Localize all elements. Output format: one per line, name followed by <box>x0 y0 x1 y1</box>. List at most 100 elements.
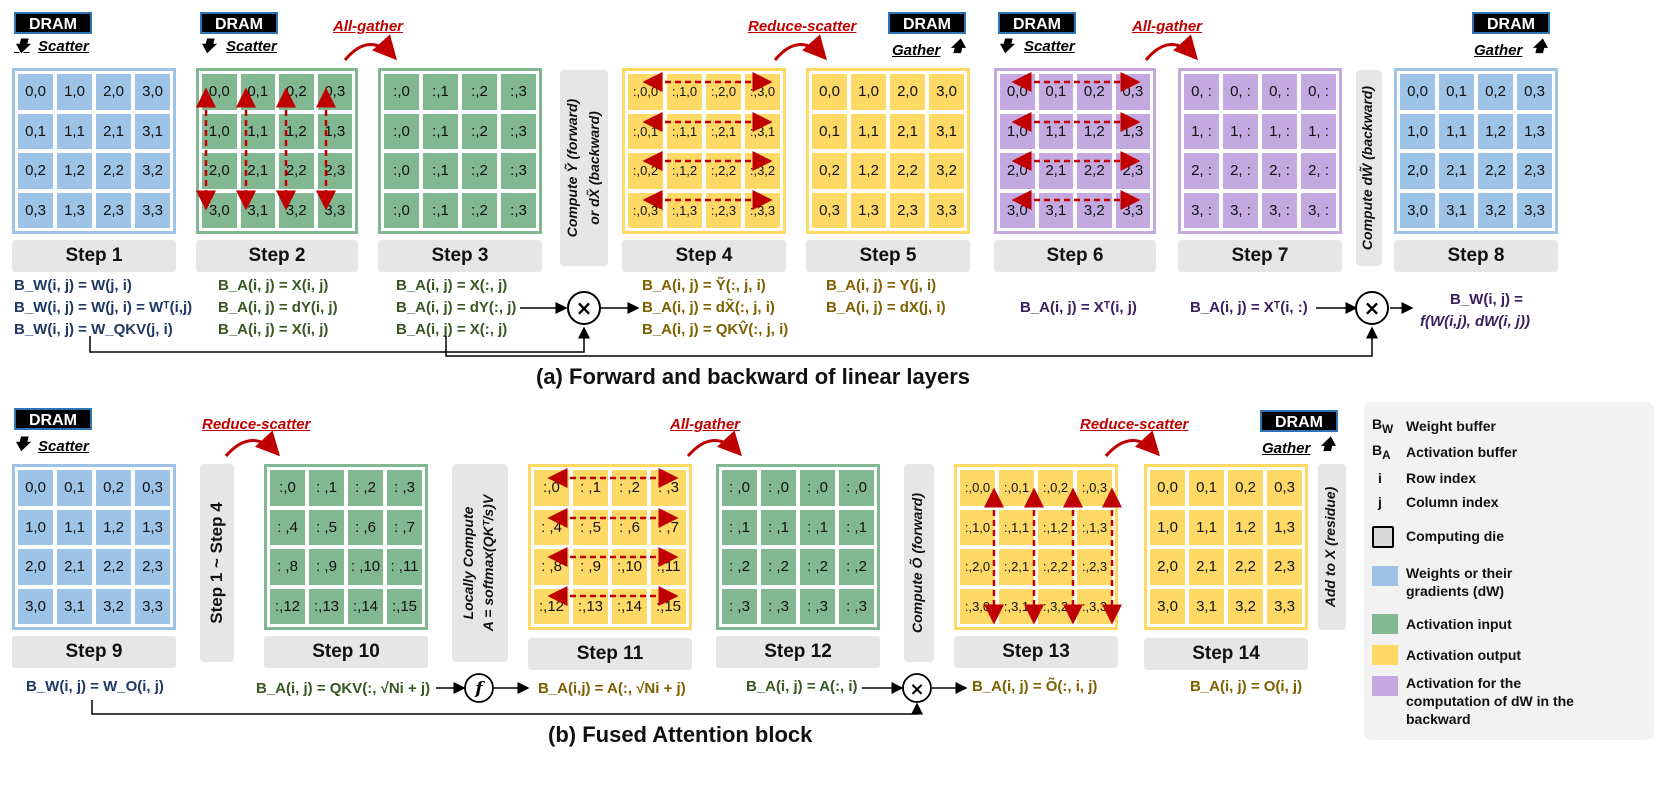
all-gather-label: All-gather <box>1132 18 1203 35</box>
grid-cell: 1,1 <box>851 113 886 149</box>
caption-b: (b) Fused Attention block <box>548 722 813 747</box>
grid-cell: : ,6 <box>348 509 383 545</box>
grid-cell: 2,0 <box>1150 549 1185 585</box>
curved-arrow-icon <box>1144 34 1198 61</box>
legend-swatch-activation-dw <box>1372 676 1398 696</box>
grid-cell: 0,2 <box>1228 470 1263 506</box>
grid-cell: : ,3 <box>722 588 757 624</box>
grid-cell: : ,2 <box>348 470 383 506</box>
grid-cell: 2,3 <box>135 549 170 585</box>
grid-cell: : ,1 <box>839 509 874 545</box>
times-symbol: × <box>1364 296 1381 320</box>
grid-cell: 1,2 <box>57 153 92 189</box>
grid-cell: 0, : <box>1223 74 1258 110</box>
grid-cell: 1,1 <box>57 113 92 149</box>
multiply-operator-icon <box>567 291 601 325</box>
grid-cell: :,2 <box>462 113 497 149</box>
eq-step7: B_A(i, j) = Xᵀ(i, :) <box>1190 299 1308 316</box>
grid-cell: 1, : <box>1223 113 1258 149</box>
curved-arrow-icon <box>686 430 743 457</box>
grid-cell: 1,3 <box>1517 113 1552 149</box>
grid-cell: : ,1 <box>722 509 757 545</box>
grid-cell: 0,1 <box>812 113 847 149</box>
grid-cell: 3,2 <box>1478 192 1513 228</box>
grid-cell: 2,0 <box>1400 153 1435 189</box>
grid-cell: 0,0 <box>18 74 53 110</box>
grid-cell: : ,10 <box>348 549 383 585</box>
step-label-10: Step 10 <box>264 636 428 668</box>
grid-cell: 0, : <box>1262 74 1297 110</box>
grid-cell: 1,1 <box>1189 509 1224 545</box>
grid-cell: 0,2 <box>96 470 131 506</box>
dram-label: DRAM <box>14 12 92 34</box>
legend-sym-i: i <box>1378 470 1382 486</box>
grid-cell: :,13 <box>309 588 344 624</box>
grid-cell: 1,2 <box>96 509 131 545</box>
grid-cell: 2,1 <box>1439 153 1474 189</box>
legend-sym-bw: BW <box>1372 416 1394 436</box>
grid-cell: 0,1 <box>57 470 92 506</box>
grid-cell: : ,0 <box>722 470 757 506</box>
multiply-operator-icon <box>902 673 932 703</box>
grid-cell: : ,3 <box>761 588 796 624</box>
grid-cell: 0,2 <box>812 153 847 189</box>
grid-cell: 2,2 <box>1478 153 1513 189</box>
function-operator-icon <box>464 673 494 703</box>
step-label-12: Step 12 <box>716 636 880 668</box>
multiply-operator-icon <box>1355 291 1389 325</box>
step-label-8: Step 8 <box>1394 240 1558 272</box>
grid-cell: :,12 <box>270 588 305 624</box>
times-symbol: × <box>909 679 924 700</box>
grid-cell: 1,3 <box>135 509 170 545</box>
grid-cell: 0,2 <box>1478 74 1513 110</box>
grid-cell: 2,0 <box>96 74 131 110</box>
grid-cell: 3,3 <box>135 588 170 624</box>
grid-cell: 0,3 <box>135 470 170 506</box>
grid-cell: 2,2 <box>96 549 131 585</box>
grid-cell: 2,3 <box>96 192 131 228</box>
grid-cell: : ,3 <box>800 588 835 624</box>
grid-step-3: :,0:,1:,2:,3:,0:,1:,2:,3:,0:,1:,2:,3:,0:… <box>378 68 542 234</box>
grid-cell: : ,0 <box>839 470 874 506</box>
grid-step-9: 0,0 0,1 0,2 0,3 1,0 1,1 1,2 1,3 2,0 2,1 2,2 2,3 3,0 3… <box>12 464 176 630</box>
grid-cell: 1,0 <box>1150 509 1185 545</box>
step-label-14: Step 14 <box>1144 638 1308 670</box>
grid-cell: 0,1 <box>1439 74 1474 110</box>
grid-cell: : ,2 <box>722 549 757 585</box>
curved-arrow-icon <box>224 430 281 457</box>
grid-cell: 0,0 <box>1150 470 1185 506</box>
eq-step8-a: B_W(i, j) = <box>1450 291 1523 308</box>
grid-cell: :,0 <box>384 153 419 189</box>
grid-cell: 3,3 <box>1267 588 1302 624</box>
grid-step-12: : ,0: ,0: ,0: ,0: ,1: ,1: ,1: ,1: ,2: ,2… <box>716 464 880 630</box>
eq-step10: B_A(i, j) = QKV(:, √Ni + j) <box>256 680 431 697</box>
grid-cell: 2,3 <box>1517 153 1552 189</box>
grid-cell: 2,2 <box>1228 549 1263 585</box>
grid-cell: :,3 <box>501 153 536 189</box>
scatter-arrow-icon: 🡇 <box>998 38 1014 55</box>
eq-step2-c: B_A(i, j) = X(i, j) <box>218 321 329 338</box>
grid-cell: 0,0 <box>1400 74 1435 110</box>
add-residue-box <box>1318 464 1346 630</box>
grid-cell: 3, : <box>1301 192 1336 228</box>
step-label-3: Step 3 <box>378 240 542 272</box>
grid-cell: :,2 <box>462 192 497 228</box>
grid-cell: 1,1 <box>57 509 92 545</box>
step-label-7: Step 7 <box>1178 240 1342 272</box>
grid-cell: 2, : <box>1184 153 1219 189</box>
grid-cell: : ,1 <box>800 509 835 545</box>
dashed-arrows-step13 <box>984 487 1122 625</box>
dram-label: DRAM <box>1260 410 1338 432</box>
eq-step2-b: B_A(i, j) = dY(i, j) <box>218 299 338 316</box>
grid-cell: 0,0 <box>812 74 847 110</box>
grid-cell: 1, : <box>1301 113 1336 149</box>
legend-sym-j: j <box>1378 494 1382 510</box>
grid-cell: 2, : <box>1223 153 1258 189</box>
gather-label: Gather <box>1262 440 1311 457</box>
eq-step11: B_A(i,j) = A(:, √Ni + j) <box>538 680 686 697</box>
legend-text: Activation output <box>1406 647 1522 663</box>
scatter-label: Scatter <box>226 38 277 55</box>
legend-text: Activation for the computation of dW in … <box>1406 675 1574 727</box>
grid-cell: 0,0 <box>18 470 53 506</box>
eq-step1-c: B_W(i, j) = W_QKV(j, i) <box>14 321 173 338</box>
